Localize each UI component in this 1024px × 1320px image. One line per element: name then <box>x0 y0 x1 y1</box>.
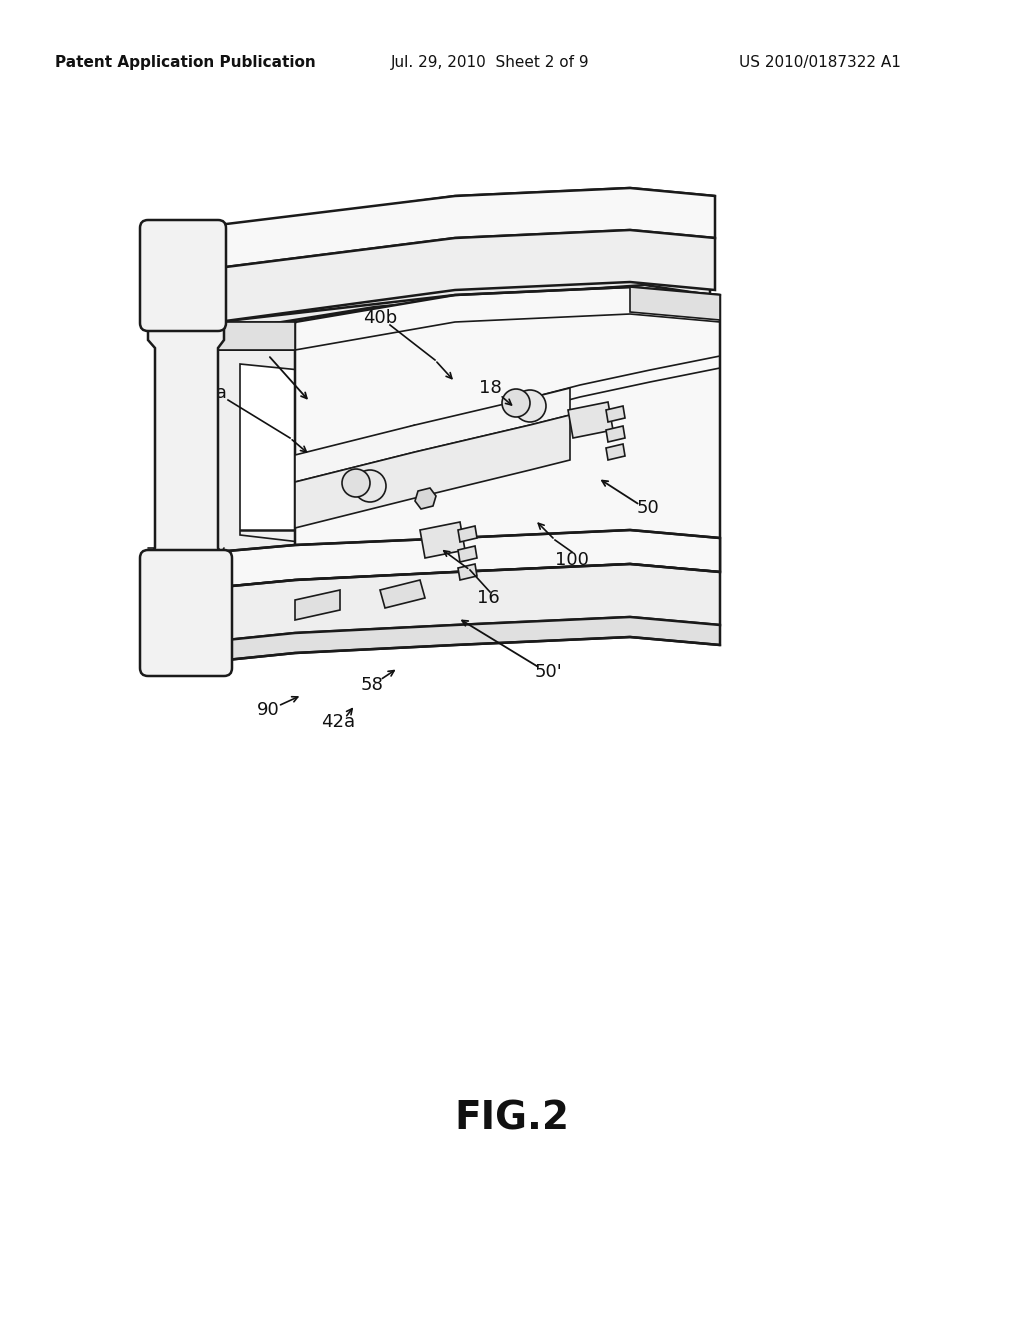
Polygon shape <box>415 488 436 510</box>
Circle shape <box>502 389 530 417</box>
Polygon shape <box>458 564 477 579</box>
Text: 50: 50 <box>637 499 659 517</box>
Text: 16: 16 <box>476 589 500 607</box>
Text: 58: 58 <box>360 676 383 694</box>
Circle shape <box>514 389 546 422</box>
Text: Jul. 29, 2010  Sheet 2 of 9: Jul. 29, 2010 Sheet 2 of 9 <box>391 54 590 70</box>
Polygon shape <box>380 579 425 609</box>
Polygon shape <box>458 525 477 543</box>
Polygon shape <box>606 407 625 422</box>
Text: 40a: 40a <box>194 384 227 403</box>
Text: 40b: 40b <box>362 309 397 327</box>
Polygon shape <box>148 616 720 668</box>
Polygon shape <box>218 322 295 350</box>
Polygon shape <box>152 228 300 579</box>
Polygon shape <box>218 230 715 322</box>
Circle shape <box>342 469 370 498</box>
Polygon shape <box>606 426 625 442</box>
Text: FIG.2: FIG.2 <box>455 1100 569 1137</box>
Polygon shape <box>295 286 720 593</box>
Text: 42a: 42a <box>321 713 355 731</box>
Polygon shape <box>630 286 720 319</box>
Text: 50': 50' <box>535 663 562 681</box>
Text: 18: 18 <box>478 379 502 397</box>
Polygon shape <box>420 521 465 558</box>
Polygon shape <box>295 414 570 528</box>
Polygon shape <box>606 444 625 459</box>
Polygon shape <box>575 408 596 429</box>
Text: 41: 41 <box>237 331 259 348</box>
Polygon shape <box>155 230 295 576</box>
Polygon shape <box>218 187 715 268</box>
Polygon shape <box>148 564 720 648</box>
Text: 90: 90 <box>257 701 280 719</box>
FancyBboxPatch shape <box>140 550 232 676</box>
Polygon shape <box>295 590 340 620</box>
Polygon shape <box>458 546 477 562</box>
Polygon shape <box>568 403 613 438</box>
Polygon shape <box>148 228 224 668</box>
Polygon shape <box>148 531 720 594</box>
Polygon shape <box>220 235 710 333</box>
FancyBboxPatch shape <box>140 220 226 331</box>
Polygon shape <box>295 388 570 482</box>
Text: 100: 100 <box>555 550 589 569</box>
Circle shape <box>354 470 386 502</box>
Polygon shape <box>220 191 710 279</box>
Text: US 2010/0187322 A1: US 2010/0187322 A1 <box>739 54 901 70</box>
Text: Patent Application Publication: Patent Application Publication <box>54 54 315 70</box>
